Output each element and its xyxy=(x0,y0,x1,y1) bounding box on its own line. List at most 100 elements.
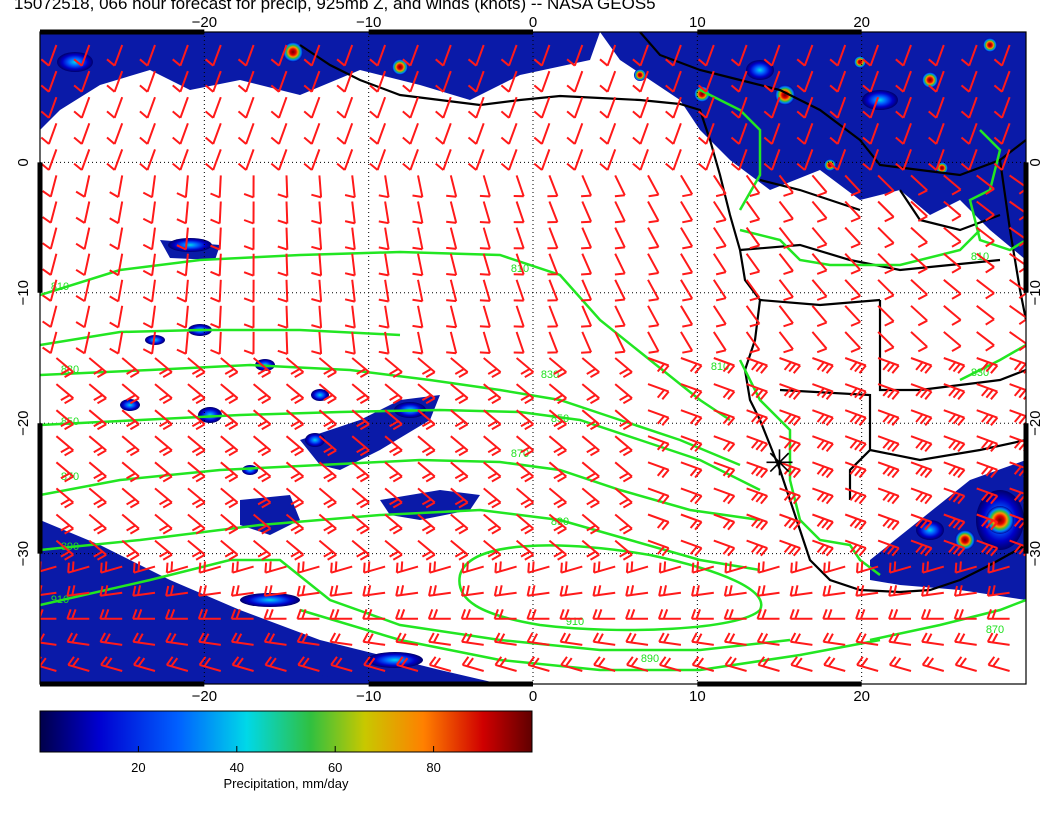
colorbar-tick-label: 20 xyxy=(131,760,145,775)
wind-barb xyxy=(176,305,189,329)
wind-barb xyxy=(763,70,781,93)
wind-barb xyxy=(395,632,419,646)
wind-barb xyxy=(500,122,518,145)
wind-barb xyxy=(822,609,846,620)
wind-barb xyxy=(483,409,502,431)
wind-barb xyxy=(363,656,386,672)
precip-cell xyxy=(746,60,774,80)
wind-barb xyxy=(778,331,794,354)
wind-barb xyxy=(285,539,305,561)
wind-barb xyxy=(412,331,424,355)
wind-barb xyxy=(812,487,834,505)
wind-barb xyxy=(142,279,156,303)
wind-barb xyxy=(790,656,813,672)
wind-barb xyxy=(877,252,895,275)
wind-barb xyxy=(483,435,502,457)
wind-barb xyxy=(344,279,356,303)
wind-barb xyxy=(712,174,727,198)
wind-barb xyxy=(746,539,769,557)
wind-barb xyxy=(395,585,419,597)
wind-barb xyxy=(220,435,239,457)
wind-barb xyxy=(450,357,469,378)
wind-barb xyxy=(910,357,933,374)
wind-barb xyxy=(402,149,419,171)
wind-barb xyxy=(680,200,694,224)
wind-barb xyxy=(844,409,867,426)
wind-barb xyxy=(888,632,912,646)
wind-barb xyxy=(187,461,206,483)
wind-barb xyxy=(99,609,123,620)
wind-barb xyxy=(745,174,761,197)
wind-barb xyxy=(746,487,769,505)
wind-barb xyxy=(237,96,255,119)
wind-barb xyxy=(230,632,254,646)
wind-barb xyxy=(960,44,978,67)
wind-barb xyxy=(796,96,814,119)
wind-barb xyxy=(599,70,617,93)
wind-barb xyxy=(277,227,289,251)
wind-barb xyxy=(450,513,469,535)
wind-barb xyxy=(1009,331,1026,352)
wind-barb xyxy=(745,253,761,276)
wind-barb xyxy=(318,435,337,457)
wind-barb xyxy=(823,656,846,672)
wind-barb xyxy=(844,174,861,197)
wind-barb xyxy=(220,461,239,483)
wind-barb xyxy=(993,44,1011,67)
wind-barb xyxy=(1009,487,1026,505)
wind-barb xyxy=(910,539,933,557)
wind-barb xyxy=(55,461,74,483)
wind-barb xyxy=(976,487,999,505)
wind-barb xyxy=(479,201,491,224)
wind-barb xyxy=(384,513,403,535)
wind-barb xyxy=(362,609,386,620)
wind-barb xyxy=(252,487,272,509)
wind-barb xyxy=(285,409,305,431)
wind-barb xyxy=(446,331,458,355)
wind-barb xyxy=(960,96,978,119)
wind-barb xyxy=(55,409,74,431)
wind-barb xyxy=(187,357,206,378)
wind-barb xyxy=(713,461,736,479)
wind-barb xyxy=(910,331,928,353)
wind-barb xyxy=(888,656,912,672)
wind-barb xyxy=(121,539,140,561)
wind-barb xyxy=(344,201,356,225)
wind-barb xyxy=(165,561,189,574)
wind-barb xyxy=(243,201,255,225)
precip-cell xyxy=(168,238,212,252)
wind-barb xyxy=(877,513,900,531)
wind-barb xyxy=(778,253,794,276)
wind-barb xyxy=(697,122,715,145)
wind-barb xyxy=(417,383,436,405)
wind-barb xyxy=(928,96,945,119)
wind-barb xyxy=(547,175,559,198)
location-marker xyxy=(766,449,793,476)
wind-barb xyxy=(75,227,91,250)
wind-barb xyxy=(513,175,525,198)
wind-barb xyxy=(910,383,933,400)
wind-barb xyxy=(384,409,403,431)
wind-barb xyxy=(976,513,999,531)
wind-barb xyxy=(943,539,966,557)
wind-barb xyxy=(855,632,879,646)
wind-barb xyxy=(395,609,418,620)
wind-barb xyxy=(993,96,1011,119)
wind-barb xyxy=(187,409,206,431)
wind-barb xyxy=(877,305,895,327)
wind-barb xyxy=(614,227,626,250)
lat-tick-label-right: −10 xyxy=(1027,280,1044,305)
wind-barb xyxy=(713,357,736,374)
wind-barb xyxy=(40,122,58,145)
wind-barb xyxy=(109,305,124,329)
wind-barb xyxy=(647,305,660,328)
wind-barb xyxy=(204,96,222,119)
wind-barb xyxy=(231,656,254,672)
precip-max-cell xyxy=(634,69,646,81)
wind-barb xyxy=(647,201,660,224)
wind-barb xyxy=(943,331,962,352)
wind-barb xyxy=(745,227,761,250)
wind-barb xyxy=(165,632,189,646)
wind-barb xyxy=(943,487,966,505)
wind-barb xyxy=(417,409,436,431)
